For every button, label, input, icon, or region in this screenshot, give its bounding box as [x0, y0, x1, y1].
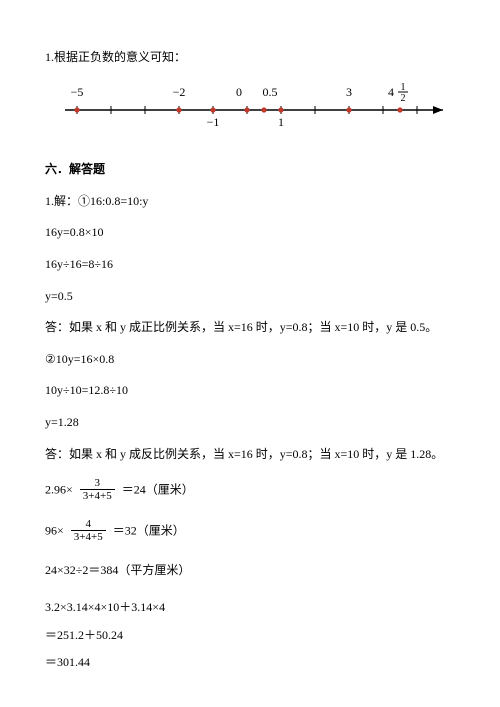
svg-text:0: 0: [236, 85, 242, 99]
q2-prefix1: 2.96×: [45, 482, 73, 496]
q2-frac2: 4 3+4+5: [71, 518, 106, 543]
q1-answer2: 答：如果 x 和 y 成反比例关系，当 x=16 时，y=0.8；当 x=10 …: [45, 447, 455, 463]
q1-line7: y=1.28: [45, 415, 455, 431]
svg-text:3: 3: [346, 85, 352, 99]
q2-expr2: 96× 4 3+4+5 ＝32（厘米）: [45, 519, 455, 544]
svg-text:1: 1: [401, 82, 406, 93]
number-line-figure: −5−2−100.513412: [45, 82, 455, 143]
q2-frac1-den: 3+4+5: [80, 490, 115, 502]
intro-text: 1.根据正负数的意义可知：: [45, 50, 455, 66]
q3-line2: ＝251.2＋50.24: [45, 628, 455, 644]
q2-frac1: 3 3+4+5: [80, 477, 115, 502]
q2-expr1: 2.96× 3 3+4+5 ＝24（厘米）: [45, 478, 455, 503]
q2-prefix2: 96×: [45, 524, 64, 538]
q1-line5: ②10y=16×0.8: [45, 352, 455, 368]
svg-text:−2: −2: [173, 85, 186, 99]
svg-text:2: 2: [401, 93, 406, 104]
q1-answer1: 答：如果 x 和 y 成正比例关系，当 x=16 时，y=0.8；当 x=10 …: [45, 320, 455, 336]
q1-line1: 1.解：①16:0.8=10:y: [45, 194, 455, 210]
q2-suffix2: ＝32（厘米）: [113, 524, 185, 538]
q1-line6: 10y÷10=12.8÷10: [45, 383, 455, 399]
q1-line2: 16y=0.8×10: [45, 225, 455, 241]
svg-text:4: 4: [388, 85, 394, 99]
q2-area: 24×32÷2＝384（平方厘米）: [45, 563, 455, 579]
q2-frac1-num: 3: [80, 477, 115, 490]
q1-line3: 16y÷16=8÷16: [45, 257, 455, 273]
svg-text:−5: −5: [71, 85, 84, 99]
svg-text:1: 1: [278, 115, 284, 129]
q2-frac2-num: 4: [71, 518, 106, 531]
q2-frac2-den: 3+4+5: [71, 531, 106, 543]
q3-line1: 3.2×3.14×4×10＋3.14×4: [45, 600, 455, 616]
svg-text:−1: −1: [207, 115, 220, 129]
svg-text:0.5: 0.5: [263, 85, 278, 99]
section-6-title: 六．解答题: [45, 162, 455, 178]
q1-line4: y=0.5: [45, 289, 455, 305]
q3-line3: ＝301.44: [45, 655, 455, 671]
q2-suffix1: ＝24（厘米）: [122, 482, 194, 496]
